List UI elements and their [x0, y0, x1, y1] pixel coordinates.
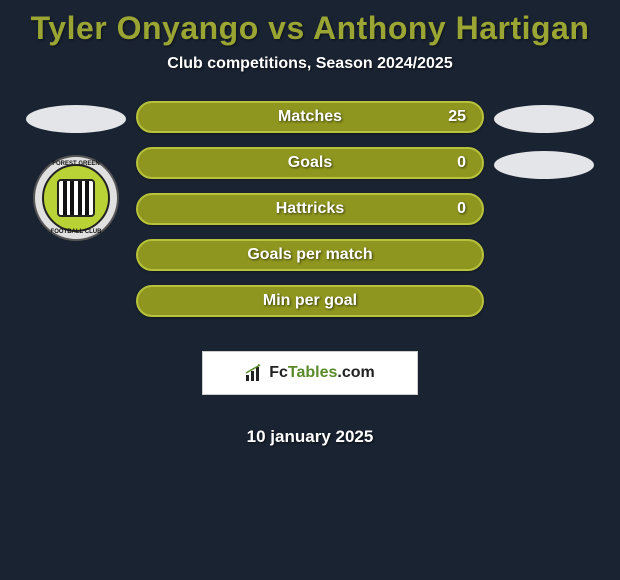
stat-value-right: 0 [457, 154, 466, 172]
stat-row-hattricks: Hattricks 0 [136, 193, 484, 225]
stat-label: Matches [278, 108, 342, 126]
right-player-oval-2 [494, 151, 594, 179]
page-subtitle: Club competitions, Season 2024/2025 [167, 55, 452, 73]
right-player-oval-1 [494, 105, 594, 133]
right-player-col [484, 101, 604, 197]
stats-column: Matches 25 Goals 0 Hattricks 0 Goals per… [136, 101, 484, 447]
bar-chart-icon [245, 364, 265, 382]
logo-tables: Tables [288, 364, 338, 381]
stat-row-goals-per-match: Goals per match [136, 239, 484, 271]
stat-row-goals: Goals 0 [136, 147, 484, 179]
badge-inner [42, 164, 110, 232]
stat-label: Goals [288, 154, 332, 172]
stat-value-right: 25 [448, 108, 466, 126]
root: Tyler Onyango vs Anthony Hartigan Club c… [0, 0, 620, 447]
stat-label: Hattricks [276, 200, 344, 218]
date-text: 10 january 2025 [136, 427, 484, 447]
fctables-logo: FcTables.com [202, 351, 418, 395]
stat-row-matches: Matches 25 [136, 101, 484, 133]
left-player-oval [26, 105, 126, 133]
stat-row-min-per-goal: Min per goal [136, 285, 484, 317]
badge-stripes [57, 179, 95, 217]
stat-value-right: 0 [457, 200, 466, 218]
badge-text-bottom: FOOTBALL CLUB [51, 229, 102, 235]
logo-text: FcTables.com [269, 364, 375, 382]
comparison-row: FOREST GREEN FOOTBALL CLUB Matches 25 Go… [0, 101, 620, 447]
logo-suffix: .com [337, 364, 374, 381]
stat-label: Goals per match [247, 246, 372, 264]
logo-fc: Fc [269, 364, 288, 381]
left-player-col: FOREST GREEN FOOTBALL CLUB [16, 101, 136, 241]
page-title: Tyler Onyango vs Anthony Hartigan [31, 10, 590, 47]
left-club-badge: FOREST GREEN FOOTBALL CLUB [33, 155, 119, 241]
stat-label: Min per goal [263, 292, 357, 310]
